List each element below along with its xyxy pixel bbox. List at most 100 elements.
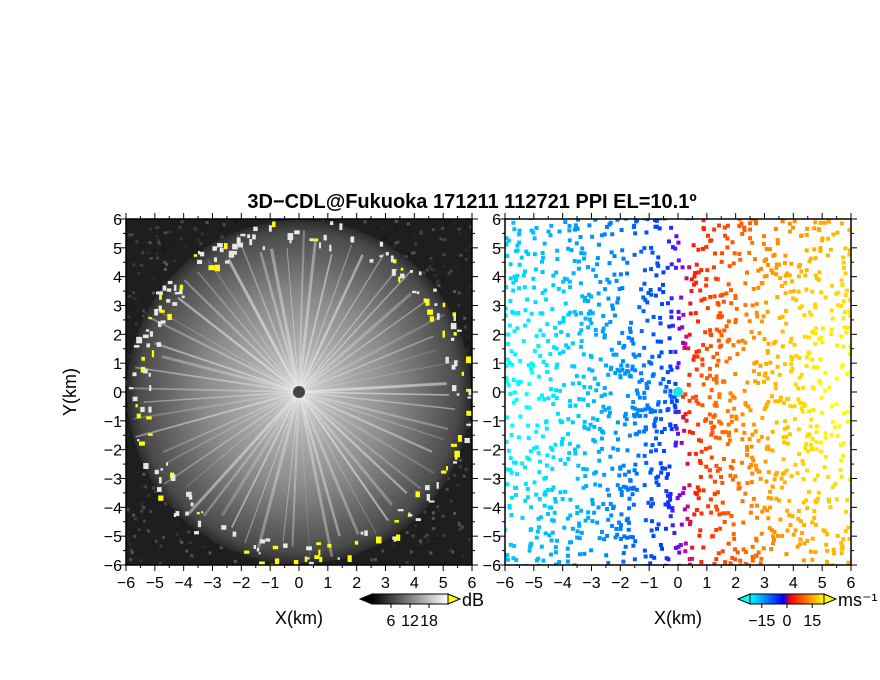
- velocity-pixel: [718, 311, 723, 316]
- velocity-pixel: [630, 405, 635, 410]
- velocity-pixel: [644, 230, 649, 235]
- velocity-pixel: [663, 389, 668, 394]
- noise-pixel: [199, 242, 203, 246]
- velocity-pixel: [742, 605, 746, 609]
- velocity-pixel: [712, 413, 717, 418]
- velocity-pixel: [563, 220, 568, 225]
- velocity-pixel: [826, 499, 831, 504]
- velocity-pixel: [841, 255, 846, 260]
- velocity-pixel: [508, 456, 513, 461]
- noise-pixel: [456, 483, 460, 487]
- echo-ray: [298, 390, 449, 431]
- velocity-pixel: [724, 291, 729, 296]
- velocity-pixel: [730, 477, 735, 482]
- velocity-pixel: [607, 410, 612, 415]
- velocity-pixel: [690, 430, 695, 435]
- velocity-pixel: [839, 364, 844, 369]
- velocity-pixel: [586, 426, 591, 431]
- velocity-pixel: [701, 488, 706, 493]
- velocity-pixel: [687, 332, 692, 337]
- velocity-pixel: [541, 558, 546, 563]
- velocity-pixel: [753, 205, 757, 209]
- velocity-pixel: [813, 273, 818, 278]
- velocity-pixel: [798, 537, 803, 542]
- noise-pixel: [423, 535, 427, 539]
- velocity-pixel: [857, 275, 861, 279]
- velocity-pixel: [823, 436, 828, 441]
- velocity-pixel: [789, 279, 794, 284]
- velocity-pixel: [734, 178, 738, 182]
- velocity-pixel: [662, 449, 667, 454]
- velocity-pixel: [714, 327, 719, 332]
- noise-pixel: [135, 300, 139, 304]
- noise-pixel: [140, 509, 144, 513]
- velocity-pixel: [701, 545, 706, 550]
- velocity-pixel: [723, 599, 727, 603]
- velocity-pixel: [593, 470, 598, 475]
- noise-pixel: [451, 239, 455, 243]
- velocity-pixel: [812, 477, 817, 482]
- velocity-pixel: [567, 238, 572, 243]
- velocity-pixel: [779, 485, 784, 490]
- velocity-pixel: [762, 373, 767, 378]
- velocity-pixel: [589, 183, 593, 187]
- echo-ray: [298, 269, 413, 393]
- velocity-pixel: [619, 228, 624, 233]
- velocity-pixel: [632, 252, 637, 257]
- velocity-pixel: [476, 375, 480, 379]
- velocity-pixel: [599, 529, 604, 534]
- velocity-pixel: [744, 270, 749, 275]
- velocity-pixel: [642, 395, 647, 400]
- rim-echo: [283, 543, 288, 548]
- velocity-pixel: [682, 507, 687, 512]
- velocity-pixel: [783, 212, 787, 216]
- velocity-pixel: [693, 451, 698, 456]
- velocity-pixel: [826, 236, 831, 241]
- velocity-pixel: [505, 440, 508, 445]
- velocity-pixel: [765, 309, 770, 314]
- x-tick-label: 5: [439, 575, 448, 592]
- rim-echo: [157, 321, 162, 328]
- velocity-pixel: [694, 262, 699, 267]
- velocity-pixel: [549, 538, 554, 543]
- velocity-pixel: [705, 376, 710, 381]
- velocity-pixel: [619, 489, 624, 494]
- noise-pixel: [412, 233, 416, 237]
- velocity-pixel: [726, 433, 731, 438]
- velocity-pixel: [613, 535, 618, 540]
- noise-pixel: [142, 506, 146, 510]
- velocity-pixel: [619, 492, 624, 497]
- velocity-pixel: [625, 535, 630, 540]
- velocity-pixel: [630, 364, 635, 369]
- rim-echo: [166, 299, 171, 303]
- velocity-pixel: [792, 404, 797, 409]
- rim-echo: [454, 360, 458, 367]
- velocity-pixel: [665, 493, 670, 498]
- rim-echo: [265, 538, 271, 542]
- velocity-pixel: [654, 448, 659, 453]
- velocity-pixel: [574, 241, 579, 246]
- echo-ray: [298, 391, 408, 495]
- velocity-pixel: [698, 177, 702, 181]
- velocity-pixel: [598, 483, 603, 488]
- velocity-pixel: [599, 394, 604, 399]
- velocity-pixel: [822, 465, 827, 470]
- velocity-pixel: [855, 327, 859, 331]
- velocity-pixel: [756, 550, 761, 555]
- velocity-pixel: [698, 288, 703, 293]
- velocity-pixel: [740, 437, 745, 442]
- velocity-pixel: [799, 269, 804, 274]
- velocity-pixel: [695, 485, 700, 490]
- x-tick-label: 0: [674, 575, 683, 592]
- velocity-pixel: [801, 500, 806, 505]
- velocity-pixel: [874, 487, 878, 491]
- velocity-pixel: [785, 425, 790, 430]
- rim-echo: [160, 320, 166, 324]
- velocity-pixel: [873, 310, 877, 314]
- velocity-pixel: [866, 445, 870, 449]
- velocity-pixel: [795, 471, 800, 476]
- x-tick-label: 3: [760, 575, 769, 592]
- rim-echo: [442, 330, 445, 338]
- velocity-pixel: [716, 338, 721, 343]
- velocity-pixel: [603, 576, 607, 580]
